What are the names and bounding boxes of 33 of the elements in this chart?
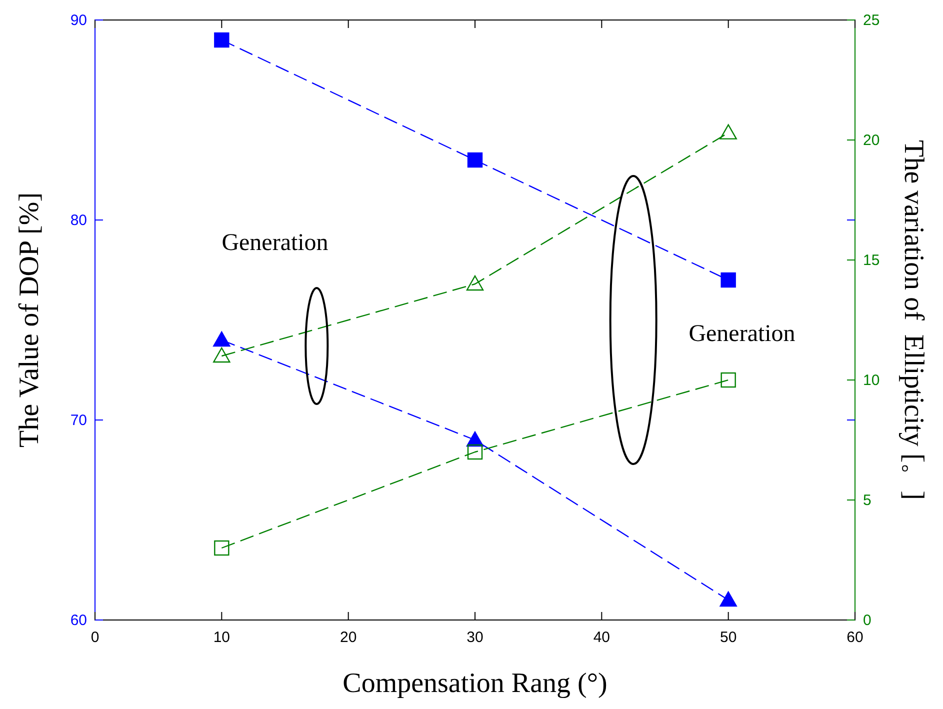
point [214,32,230,48]
x-tick-label: 10 [213,629,230,646]
point [466,275,484,291]
y2-axis-title: The variation of Ellipticity [。] [898,140,929,500]
x-tick-label: 0 [90,629,100,646]
y-tick-label: 60 [70,612,87,629]
x-tick-label: 50 [720,629,737,646]
y2-tick-label: 15 [863,252,880,269]
point [720,591,737,607]
x-tick-label: 60 [846,629,864,646]
y-tick-label: 90 [70,12,87,29]
point [213,347,230,363]
annotation: Generation [222,230,328,256]
x-tick-label: 30 [466,629,484,646]
y2-tick-label: 0 [863,612,872,629]
x-tick-label: 40 [593,629,610,646]
y-axis-title: The Value of DOP [%] [14,192,45,448]
point [467,444,483,460]
y2-tick-label: 5 [863,492,872,509]
point [214,540,230,556]
annotation: Generation [688,321,796,347]
y2-tick-label: 10 [863,372,880,389]
point [213,331,230,347]
point [467,152,483,168]
point [720,372,736,388]
y-tick-label: 70 [70,412,87,429]
y-tick-label: 80 [70,212,87,229]
y2-tick-label: 25 [863,12,880,29]
point [720,272,736,288]
y2-tick-label: 20 [863,132,880,149]
x-axis-title: Compensation Rang (°) [342,668,608,699]
x-tick-label: 20 [340,629,357,646]
point [720,124,737,140]
